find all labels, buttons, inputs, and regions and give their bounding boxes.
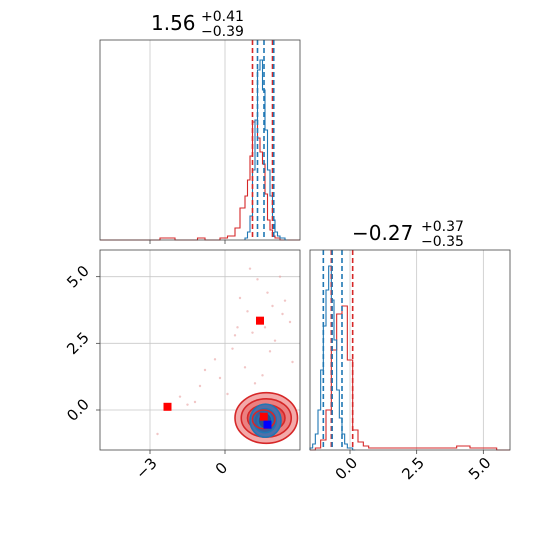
scatter-sample-point <box>278 275 282 278</box>
right-hist-title-plus: +0.37 <box>421 219 464 235</box>
scatter-sample-point <box>281 312 284 316</box>
scatter-sample-point <box>283 299 287 302</box>
scatter-sample-point <box>253 382 257 385</box>
right-hist-xtick-label: 2.5 <box>398 454 428 484</box>
right-hist-title-value: −0.27 <box>352 221 413 245</box>
scatter-marker <box>256 316 264 325</box>
right-hist-panel: 0.0 2.5 5.0 −0.27 +0.37 −0.35 <box>309 219 511 483</box>
right-hist-quantiles <box>322 250 354 450</box>
scatter-sample-point <box>291 360 294 364</box>
scatter-sample-point <box>233 334 237 337</box>
top-hist-frame <box>99 39 301 241</box>
right-hist-grid <box>349 250 484 450</box>
scatter-xtick-label: −3 <box>132 454 160 482</box>
scatter-sample-point <box>198 384 202 388</box>
right-hist-xtick-label: 5.0 <box>465 454 495 484</box>
scatter-marker <box>259 412 268 421</box>
scatter-sample-point <box>193 400 197 404</box>
scatter-sample-point <box>178 395 182 398</box>
scatter-sample-point <box>261 374 264 377</box>
scatter-sample-point <box>266 291 269 294</box>
right-hist-series-0 <box>310 305 510 451</box>
scatter-sample-point <box>251 331 254 334</box>
top-hist-bars <box>100 59 300 241</box>
top-hist-title-plus: +0.41 <box>201 9 244 25</box>
scatter-frame <box>99 249 301 451</box>
scatter-sample-point <box>156 432 159 436</box>
scatter-sample-point <box>246 310 249 313</box>
top-hist-title-minus: −0.39 <box>201 24 244 40</box>
scatter-ticks: −3 0 0.0 2.5 5.0 <box>63 262 231 483</box>
top-hist-series-1 <box>244 59 288 241</box>
top-hist-panel: 1.56 +0.41 −0.39 <box>99 9 301 244</box>
scatter-markers <box>163 316 272 429</box>
scatter-marker <box>163 402 172 411</box>
scatter-sample-point <box>236 326 239 329</box>
scatter-sample-point <box>248 267 252 270</box>
scatter-sample-point <box>231 347 234 350</box>
right-hist-xtick-label: 0.0 <box>332 454 362 484</box>
scatter-sample-point <box>271 304 274 308</box>
right-hist-title-minus: −0.35 <box>421 234 464 250</box>
scatter-sample-point <box>186 403 189 406</box>
scatter-xtick-label: 0 <box>212 459 231 478</box>
top-hist-grid <box>149 40 226 240</box>
scatter-sample-point <box>238 296 242 300</box>
scatter-sample-point <box>268 350 272 353</box>
scatter-ytick-label: 2.5 <box>63 329 93 359</box>
scatter-ytick-label: 5.0 <box>63 262 93 292</box>
scatter-sample-point <box>203 368 207 372</box>
top-hist-ticks <box>149 240 226 244</box>
scatter-sample-point <box>226 392 229 396</box>
scatter-points <box>156 267 294 436</box>
scatter-panel: −3 0 0.0 2.5 5.0 <box>63 249 301 483</box>
scatter-sample-point <box>218 376 222 380</box>
right-hist-ticks: 0.0 2.5 5.0 <box>332 450 495 483</box>
right-hist-frame <box>309 249 511 451</box>
scatter-sample-point <box>288 320 292 324</box>
right-hist-bars <box>309 265 510 451</box>
scatter-sample-point <box>256 278 259 281</box>
top-hist-series-0 <box>100 119 300 241</box>
top-hist-title-value: 1.56 <box>151 11 196 35</box>
scatter-sample-point <box>273 339 277 342</box>
scatter-ytick-label: 0.0 <box>63 395 93 425</box>
scatter-sample-point <box>243 366 247 369</box>
scatter-sample-point <box>263 326 267 329</box>
scatter-marker <box>263 420 272 429</box>
top-hist-quantiles <box>251 40 275 240</box>
scatter-sample-point <box>213 358 217 361</box>
